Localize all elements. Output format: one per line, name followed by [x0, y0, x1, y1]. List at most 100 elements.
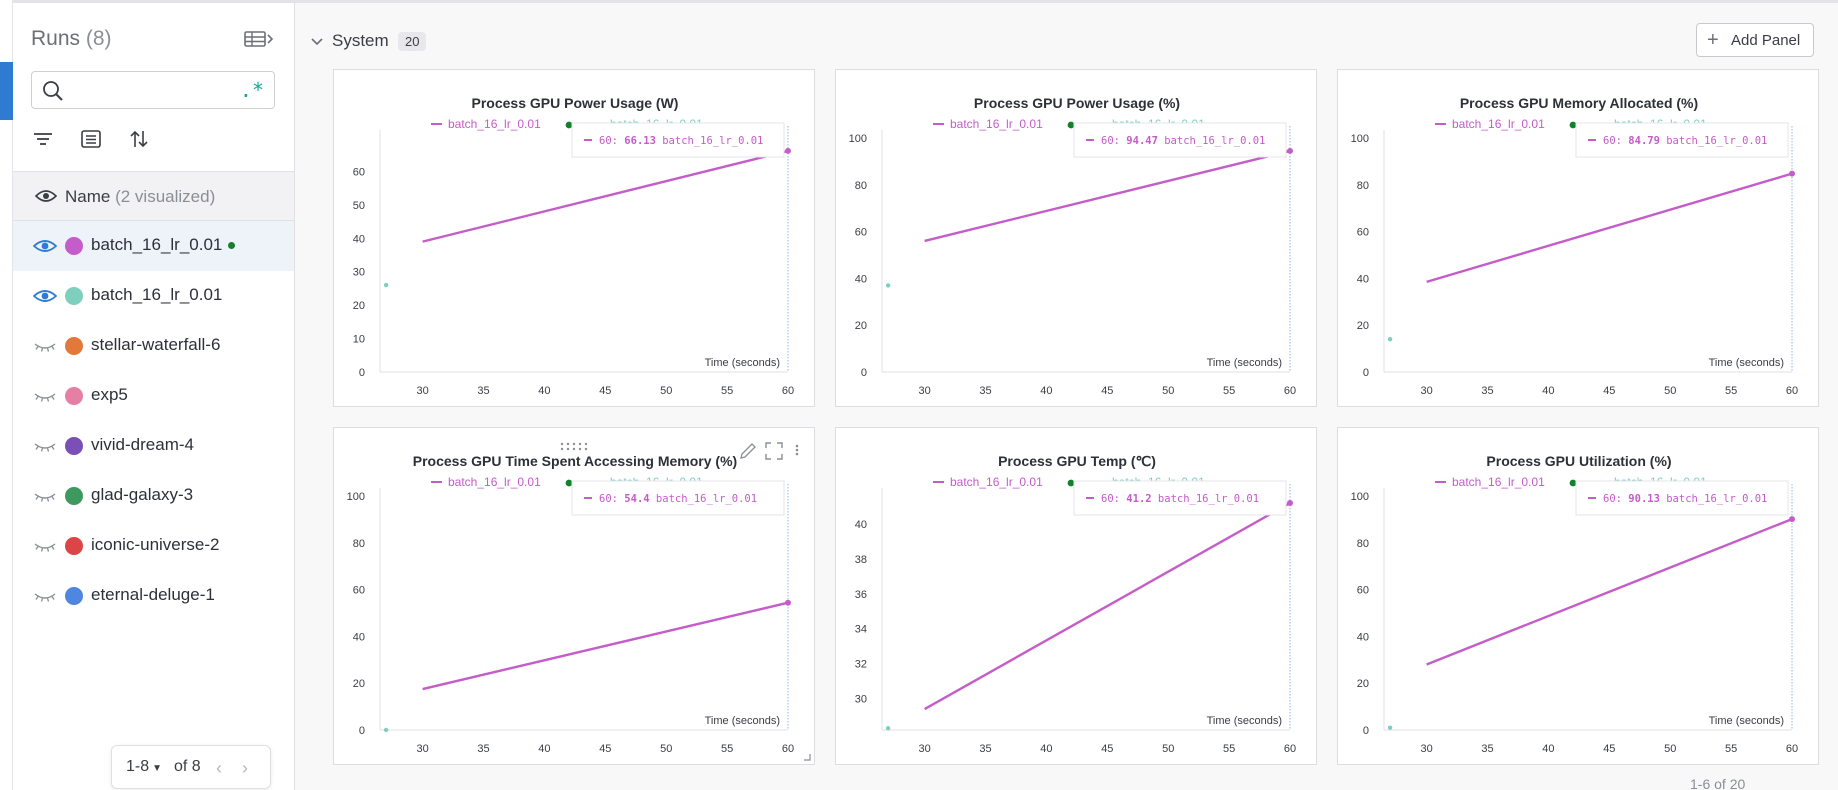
tooltip-value: 41.2: [1126, 493, 1151, 505]
run-color-swatch[interactable]: [65, 437, 83, 455]
run-color-swatch[interactable]: [65, 337, 83, 355]
chart-panel[interactable]: Process GPU Power Usage (W) batch_16_lr_0…: [333, 69, 815, 407]
eye-closed-icon[interactable]: [33, 388, 57, 404]
run-color-swatch[interactable]: [65, 237, 83, 255]
chevron-down-icon[interactable]: [310, 37, 324, 47]
name-column-header[interactable]: Name (2 visualized): [13, 171, 294, 221]
y-tick-label: 60: [353, 166, 365, 178]
run-name[interactable]: batch_16_lr_0.01: [91, 235, 236, 255]
x-axis-title: Time (seconds): [1207, 357, 1282, 369]
chart-panel[interactable]: Process GPU Time Spent Accessing Memory …: [333, 427, 815, 765]
x-tick-label: 55: [1223, 385, 1235, 397]
regex-toggle-icon[interactable]: .*: [239, 78, 264, 102]
run-name[interactable]: vivid-dream-4: [91, 435, 194, 455]
hover-point: [1287, 499, 1293, 506]
run-row[interactable]: exp5: [13, 371, 294, 421]
drag-handle-icon[interactable]: [560, 442, 588, 451]
run-row[interactable]: iconic-universe-2: [13, 521, 294, 571]
page-total: of 8: [174, 758, 201, 775]
filter-icon[interactable]: [31, 127, 55, 151]
run-row[interactable]: batch_16_lr_0.01: [13, 271, 294, 321]
tooltip-text: 60: 90.13 batch_16_lr_0.01: [1603, 493, 1767, 505]
run-color-swatch[interactable]: [65, 587, 83, 605]
eye-closed-icon[interactable]: [33, 488, 57, 504]
legend-label: batch_16_lr_0.01: [448, 117, 541, 131]
eye-closed-icon[interactable]: [33, 538, 57, 554]
run-row[interactable]: eternal-deluge-1: [13, 571, 294, 621]
next-page-icon[interactable]: ›: [242, 758, 248, 778]
x-tick-label: 30: [1421, 743, 1433, 755]
add-panel-button[interactable]: + Add Panel: [1696, 23, 1814, 57]
run-row[interactable]: stellar-waterfall-6: [13, 321, 294, 371]
run-row[interactable]: batch_16_lr_0.01: [13, 221, 294, 271]
chart-panel[interactable]: Process GPU Power Usage (%) batch_16_lr_0…: [835, 69, 1317, 407]
tooltip-run: batch_16_lr_0.01: [1666, 493, 1767, 505]
fullscreen-icon[interactable]: [765, 442, 783, 460]
run-name[interactable]: exp5: [91, 385, 128, 405]
legend-label: batch_16_lr_0.01: [448, 475, 541, 489]
eye-icon[interactable]: [33, 238, 57, 254]
hover-point: [785, 147, 791, 154]
run-name[interactable]: glad-galaxy-3: [91, 485, 193, 505]
hover-point: [1789, 170, 1795, 177]
eye-closed-icon[interactable]: [33, 438, 57, 454]
run-name-text: exp5: [91, 385, 128, 404]
tooltip-box: [1575, 480, 1789, 516]
more-options-icon[interactable]: [795, 444, 799, 456]
y-tick-label: 80: [1357, 180, 1369, 192]
chart-title: Process GPU Utilization (%): [1486, 453, 1671, 469]
run-name[interactable]: eternal-deluge-1: [91, 585, 215, 605]
run-color-swatch[interactable]: [65, 537, 83, 555]
search-input[interactable]: [70, 78, 230, 102]
tooltip-x: 60:: [599, 493, 618, 505]
page-size-select[interactable]: 1-8 ▼: [126, 758, 162, 776]
x-axis-title: Time (seconds): [1709, 357, 1784, 369]
x-tick-label: 30: [417, 385, 429, 397]
run-name[interactable]: batch_16_lr_0.01: [91, 285, 222, 305]
edit-pencil-icon[interactable]: [740, 443, 756, 459]
y-tick-label: 40: [855, 273, 867, 285]
run-name-text: stellar-waterfall-6: [91, 335, 221, 354]
search-icon: [43, 81, 63, 101]
run-row[interactable]: glad-galaxy-3: [13, 471, 294, 521]
chart-panel[interactable]: Process GPU Temp (℃)batch_16_lr_0.01batc…: [835, 427, 1317, 765]
eye-closed-icon[interactable]: [33, 338, 57, 354]
y-tick-label: 80: [1357, 538, 1369, 550]
x-tick-label: 45: [1603, 385, 1615, 397]
run-row[interactable]: vivid-dream-4: [13, 421, 294, 471]
runs-sidebar: Runs (8) .*: [13, 3, 295, 790]
y-tick-label: 0: [359, 367, 365, 379]
run-name[interactable]: stellar-waterfall-6: [91, 335, 220, 355]
group-icon[interactable]: [79, 127, 103, 151]
x-tick-label: 55: [721, 385, 733, 397]
x-tick-label: 40: [1542, 743, 1554, 755]
x-tick-label: 60: [1786, 743, 1798, 755]
run-name[interactable]: iconic-universe-2: [91, 535, 220, 555]
prev-page-icon[interactable]: ‹: [216, 758, 222, 778]
eye-icon[interactable]: [33, 288, 57, 304]
y-tick-label: 30: [855, 694, 867, 706]
x-tick-label: 40: [1040, 743, 1052, 755]
y-tick-label: 32: [855, 659, 867, 671]
y-tick-label: 80: [353, 538, 365, 550]
data-point: [885, 283, 891, 288]
eye-closed-icon[interactable]: [33, 588, 57, 604]
search-field[interactable]: .*: [31, 71, 275, 109]
hover-point: [785, 599, 791, 606]
expand-table-button[interactable]: [243, 29, 275, 49]
run-color-swatch[interactable]: [65, 287, 83, 305]
run-color-swatch[interactable]: [65, 487, 83, 505]
y-tick-label: 100: [347, 491, 365, 503]
eye-icon[interactable]: [35, 188, 57, 204]
legend-label: batch_16_lr_0.01: [1452, 475, 1545, 489]
chart-panel[interactable]: Process GPU Memory Allocated (%) batch_16…: [1337, 69, 1819, 407]
sort-icon[interactable]: [127, 127, 151, 151]
chart-panel[interactable]: Process GPU Utilization (%) batch_16_lr_0…: [1337, 427, 1819, 765]
tooltip-box: [571, 480, 785, 516]
x-tick-label: 60: [1284, 385, 1296, 397]
resize-handle-icon[interactable]: [804, 754, 811, 761]
run-color-swatch[interactable]: [65, 387, 83, 405]
y-tick-label: 100: [849, 133, 867, 145]
name-header-text: Name: [65, 187, 111, 206]
left-nav-active-indicator[interactable]: [0, 62, 13, 120]
